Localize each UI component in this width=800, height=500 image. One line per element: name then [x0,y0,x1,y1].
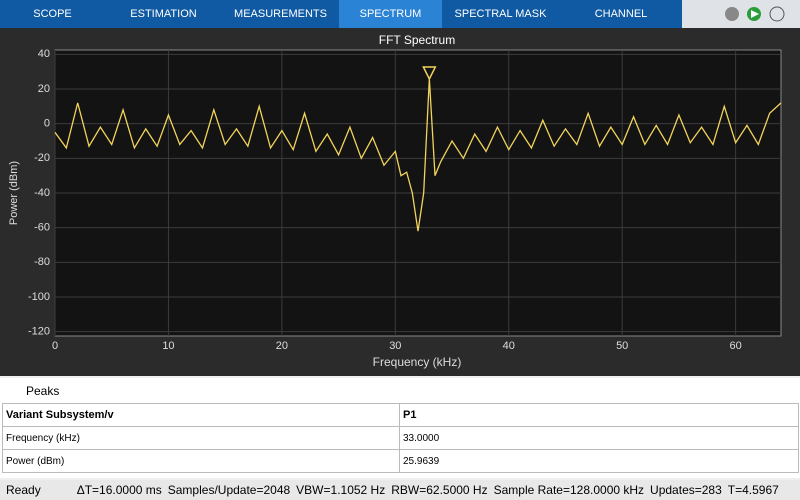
y-tick-label: -120 [28,326,50,338]
x-tick-label: 20 [276,340,288,352]
x-tick-label: 10 [162,340,174,352]
y-tick-label: -20 [34,152,50,164]
chart-title: FFT Spectrum [379,33,455,47]
y-tick-label: 20 [38,83,50,95]
tab[interactable]: SCOPE [0,0,105,28]
table-cell: Power (dBm) [3,450,400,473]
table-cell: Frequency (kHz) [3,427,400,450]
table-row: Frequency (kHz)33.0000 [3,427,799,450]
peaks-title: Peaks [26,384,59,398]
x-tick-label: 0 [52,340,58,352]
icons [682,0,800,28]
table-cell: 33.0000 [400,427,799,450]
peaks-table: Variant Subsystem/vP1Frequency (kHz)33.0… [2,403,799,473]
x-tick-label: 60 [730,340,742,352]
header-cell: Variant Subsystem/v [3,404,400,427]
y-axis-label: Power (dBm) [8,161,20,225]
status-item: Sample Rate=128.0000 kHz [494,483,644,497]
header-row: Variant Subsystem/vP1 [3,404,799,427]
toolbar: SCOPEESTIMATIONMEASUREMENTSSPECTRUMSPECT… [0,0,800,28]
peaks-panel: Peaks Variant Subsystem/vP1Frequency (kH… [0,378,800,478]
status-item: ΔT=16.0000 ms [77,483,162,497]
step-icon[interactable] [725,7,739,21]
tab[interactable]: MEASUREMENTS [222,0,339,28]
tab[interactable]: SPECTRUM [339,0,442,28]
y-tick-label: 40 [38,48,50,60]
step-forward-icon[interactable] [770,7,784,21]
tab[interactable]: CHANNEL MEASUREMENTS [559,0,683,28]
y-tick-label: -60 [34,222,50,234]
header-cell: P1 [400,404,799,427]
status-item: T=4.5967 [728,483,779,497]
table-row: Power (dBm)25.9639 [3,450,799,473]
chart-panel: FFT Spectrum Frequency (kHz) Power (dBm)… [0,28,800,376]
tab[interactable]: SPECTRAL MASK [442,0,559,28]
y-tick-label: -100 [28,291,50,303]
status-item: Ready [6,483,41,497]
status-bar: Ready ΔT=16.0000 ms Samples/Update=2048 VBW… [0,480,800,500]
chart: FFT Spectrum Frequency (kHz) Power (dBm)… [0,28,800,376]
status-item: Updates=283 [650,483,722,497]
y-tick-label: -40 [34,187,50,199]
x-tick-label: 30 [389,340,401,352]
x-tick-label: 50 [616,340,628,352]
status-item: Samples/Update=2048 [168,483,290,497]
x-axis-label: Frequency (kHz) [373,355,462,369]
y-tick-label: -80 [34,256,50,268]
status-item: RBW=62.5000 Hz [391,483,487,497]
x-tick-label: 40 [503,340,515,352]
toolbar-icons [682,0,800,28]
y-tick-label: 0 [44,118,50,130]
status-item: VBW=1.1052 Hz [296,483,385,497]
table-cell: 25.9639 [400,450,799,473]
tab[interactable]: ESTIMATION [105,0,222,28]
